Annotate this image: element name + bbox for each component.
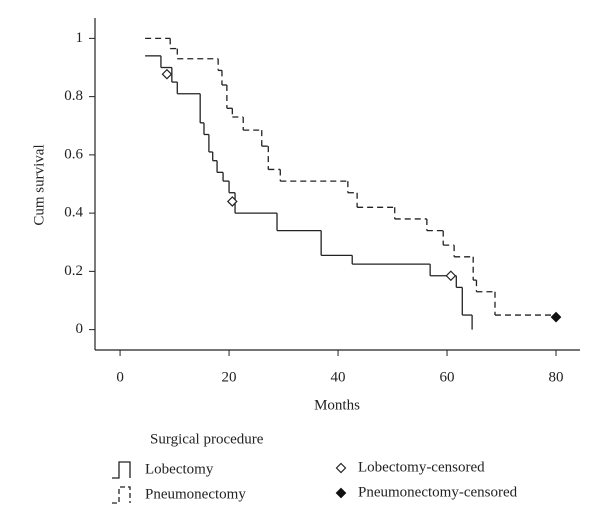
y-tick-label: 0 xyxy=(76,321,84,337)
legend-swatch xyxy=(112,461,131,479)
legend-swatch xyxy=(112,486,131,504)
censor-marker xyxy=(161,68,173,80)
y-axis-label: Cum survival xyxy=(31,144,47,225)
x-axis-label: Months xyxy=(314,397,360,413)
y-tick-label: 0.8 xyxy=(64,88,83,104)
x-tick-label: 60 xyxy=(440,369,455,385)
x-tick-label: 20 xyxy=(222,369,237,385)
x-tick-label: 0 xyxy=(116,369,124,385)
legend-swatch xyxy=(335,487,347,499)
y-tick-label: 0.4 xyxy=(64,205,83,221)
legend-label: Pneumonectomy xyxy=(145,486,246,502)
legend-swatch xyxy=(335,462,347,474)
y-tick-label: 0.6 xyxy=(64,146,83,162)
censor-marker xyxy=(226,196,238,207)
censor-marker xyxy=(445,270,457,282)
x-tick-label: 40 xyxy=(331,369,346,385)
x-tick-label: 80 xyxy=(549,369,564,385)
legend-label: Lobectomy-censored xyxy=(358,459,485,475)
legend-title: Surgical procedure xyxy=(150,431,264,447)
y-tick-label: 1 xyxy=(76,30,84,46)
legend-label: Lobectomy xyxy=(145,461,214,477)
censor-marker xyxy=(550,311,562,323)
legend-label: Pneumonectomy-censored xyxy=(358,484,518,500)
y-tick-label: 0.2 xyxy=(64,263,83,279)
